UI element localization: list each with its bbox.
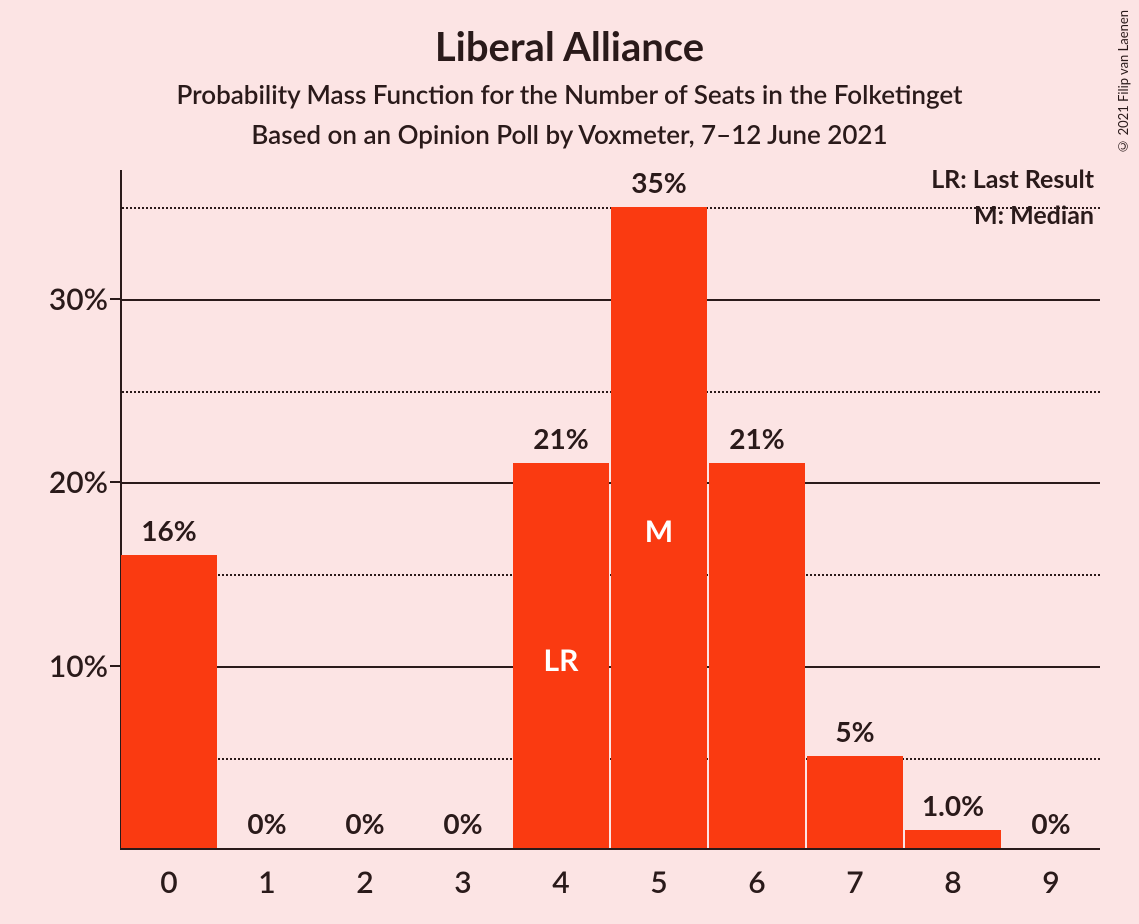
x-tick-label: 3: [454, 864, 471, 900]
x-tick-label: 1: [258, 864, 275, 900]
y-tick-mark: [110, 665, 120, 667]
bar: 35%M: [611, 207, 706, 848]
copyright-text: © 2021 Filip van Laenen: [1115, 10, 1131, 155]
bar-value-label: 5%: [835, 714, 874, 748]
x-tick-label: 9: [1042, 864, 1059, 900]
bar-value-label: 0%: [443, 806, 482, 840]
x-tick-label: 7: [846, 864, 863, 900]
bar-value-label: 21%: [533, 421, 588, 455]
bar: 21%LR: [513, 463, 608, 848]
y-tick-mark: [110, 298, 120, 300]
bar-value-label: 35%: [631, 165, 686, 199]
bar-value-label: 0%: [345, 806, 384, 840]
bar-value-label: 21%: [729, 421, 784, 455]
plot-area: LR: Last Result M: Median 10%20%30% 0123…: [120, 170, 1100, 850]
bar: 21%: [709, 463, 804, 848]
x-tick-label: 8: [944, 864, 961, 900]
bar-value-label: 0%: [1031, 806, 1070, 840]
x-axis: [120, 848, 1100, 850]
x-tick-label: 5: [650, 864, 667, 900]
y-tick-label: 30%: [49, 281, 108, 317]
x-tick-label: 6: [748, 864, 765, 900]
legend-median: M: Median: [974, 200, 1094, 230]
x-tick-label: 4: [552, 864, 569, 900]
y-tick-label: 10%: [49, 648, 108, 684]
bar-value-label: 16%: [141, 513, 196, 547]
bar: 16%: [121, 555, 216, 848]
chart-subtitle-2: Based on an Opinion Poll by Voxmeter, 7–…: [0, 118, 1139, 150]
bar-inner-label: LR: [544, 642, 579, 678]
bar-inner-label: M: [645, 513, 673, 549]
chart-title: Liberal Alliance: [0, 22, 1139, 70]
chart-subtitle-1: Probability Mass Function for the Number…: [0, 78, 1139, 110]
y-tick-label: 20%: [49, 464, 108, 500]
y-tick-mark: [110, 481, 120, 483]
x-tick-label: 2: [356, 864, 373, 900]
bar: 5%: [807, 756, 902, 848]
x-tick-label: 0: [160, 864, 177, 900]
bar: 1.0%: [905, 830, 1000, 848]
bar-value-label: 0%: [247, 806, 286, 840]
bar-value-label: 1.0%: [922, 788, 984, 822]
chart-container: Liberal Alliance Probability Mass Functi…: [0, 0, 1139, 924]
legend-last-result: LR: Last Result: [931, 164, 1094, 194]
